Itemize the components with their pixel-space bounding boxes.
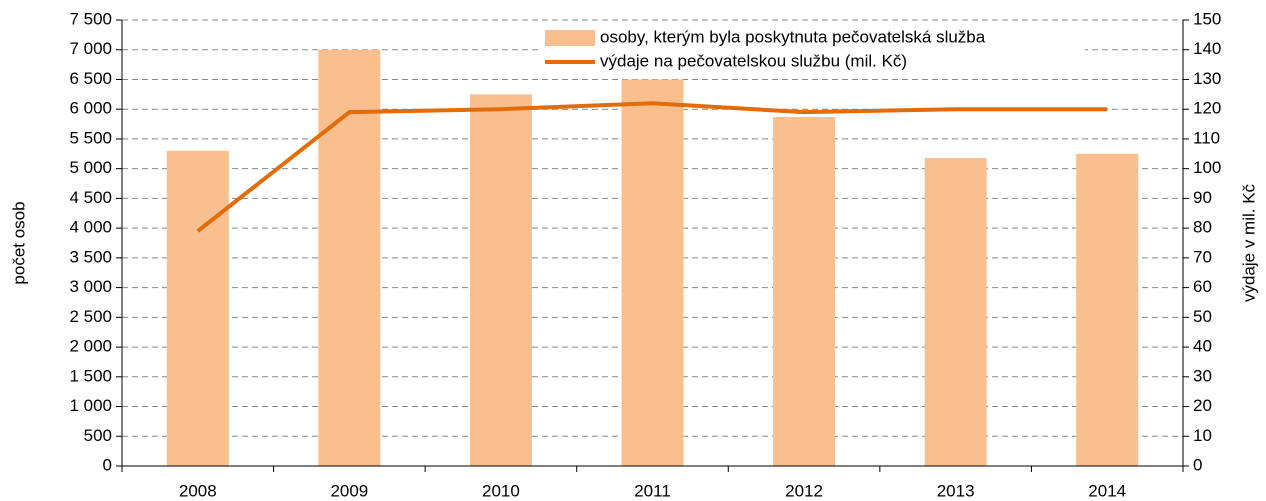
y-tick-label: 7 000 [69, 39, 112, 58]
x-tick-label: 2013 [937, 481, 975, 500]
y2-tick-label: 150 [1193, 9, 1221, 28]
y2-tick-label: 60 [1193, 277, 1212, 296]
y-tick-label: 4 500 [69, 188, 112, 207]
y-tick-label: 6 500 [69, 69, 112, 88]
legend-background [540, 26, 1085, 76]
y2-tick-label: 70 [1193, 247, 1212, 266]
y-tick-label: 500 [84, 426, 112, 445]
bar [1076, 153, 1139, 467]
line [196, 101, 1108, 233]
y2-tick-label: 30 [1193, 366, 1212, 385]
y-tick-label: 5 000 [69, 158, 112, 177]
y-tick-label: 4 000 [69, 218, 112, 237]
bar [469, 94, 532, 466]
bar [924, 157, 987, 467]
y2-tick-label: 130 [1193, 69, 1221, 88]
legend-label: osoby, kterým byla poskytnuta pečovatels… [600, 27, 986, 46]
y2-tick-label: 50 [1193, 307, 1212, 326]
x-tick-label: 2014 [1088, 481, 1126, 500]
y-tick-label: 0 [103, 455, 112, 474]
y-tick-label: 2 000 [69, 337, 112, 356]
y-axis-label: počet osob [9, 201, 28, 284]
y-tick-label: 5 500 [69, 128, 112, 147]
x-tick-label: 2012 [785, 481, 823, 500]
y2-tick-label: 20 [1193, 396, 1212, 415]
x-tick-label: 2010 [482, 481, 520, 500]
y-tick-label: 1 000 [69, 396, 112, 415]
y2-tick-label: 120 [1193, 99, 1221, 118]
y-tick-label: 2 500 [69, 307, 112, 326]
x-tick-label: 2009 [330, 481, 368, 500]
y2-tick-label: 100 [1193, 158, 1221, 177]
y2-tick-label: 140 [1193, 39, 1221, 58]
y2-tick-label: 40 [1193, 337, 1212, 356]
y-tick-label: 7 500 [69, 9, 112, 28]
y-tick-label: 1 500 [69, 366, 112, 385]
y-tick-label: 3 500 [69, 247, 112, 266]
y2-tick-label: 80 [1193, 218, 1212, 237]
y-tick-label: 3 000 [69, 277, 112, 296]
bar [166, 150, 229, 466]
y2-tick-label: 10 [1193, 426, 1212, 445]
bar [773, 116, 836, 466]
legend-swatch [545, 30, 595, 46]
y2-axis-label: výdaje v mil. Kč [1239, 183, 1258, 302]
y2-tick-label: 90 [1193, 188, 1212, 207]
y2-tick-label: 0 [1193, 455, 1202, 474]
bar [318, 49, 381, 466]
x-tick-label: 2008 [179, 481, 217, 500]
bar [621, 79, 684, 466]
y2-tick-label: 110 [1193, 128, 1220, 147]
y-tick-label: 6 000 [69, 99, 112, 118]
x-tick-label: 2011 [634, 481, 671, 500]
legend-label: výdaje na pečovatelskou službu (mil. Kč) [600, 51, 907, 70]
